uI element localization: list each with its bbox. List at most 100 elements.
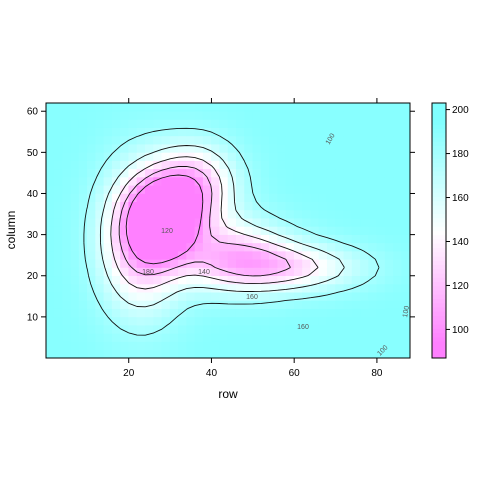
heat-cell — [153, 184, 163, 194]
heat-cell — [244, 291, 254, 301]
heat-cell — [401, 201, 410, 211]
heat-cell — [368, 324, 378, 334]
heat-cell — [310, 143, 320, 153]
heat-cell — [169, 103, 179, 112]
heat-cell — [393, 217, 403, 227]
heat-cell — [111, 201, 121, 211]
heat-cell — [128, 291, 138, 301]
heat-cell — [169, 242, 179, 252]
heat-cell — [227, 135, 237, 145]
color-key-band — [432, 103, 446, 108]
heat-cell — [128, 308, 138, 318]
heat-cell — [393, 201, 403, 211]
heat-cell — [285, 160, 295, 170]
heat-cell — [194, 341, 204, 351]
heat-cell — [360, 160, 369, 170]
heat-cell — [169, 316, 179, 326]
heat-cell — [161, 119, 171, 128]
heat-cell — [136, 258, 146, 268]
heat-cell — [111, 349, 121, 358]
heat-cell — [335, 110, 345, 120]
heat-cell — [95, 193, 105, 203]
heat-cell — [178, 127, 187, 137]
heat-cell — [78, 283, 88, 293]
heat-cell — [351, 267, 361, 277]
heat-cell — [70, 349, 80, 358]
heat-cell — [235, 201, 245, 211]
heat-cell — [351, 300, 361, 309]
heat-cell — [360, 119, 369, 128]
heat-cell — [78, 209, 88, 219]
heat-cell — [293, 341, 303, 351]
heat-cell — [103, 193, 113, 203]
heat-cell — [343, 333, 353, 342]
heat-cell — [318, 184, 328, 194]
color-key-band — [432, 200, 446, 206]
heat-cell — [111, 193, 121, 203]
heat-cell — [46, 184, 55, 194]
heat-cell — [144, 349, 154, 358]
heat-cell — [202, 333, 212, 342]
heat-cell — [111, 152, 121, 161]
heat-cell — [277, 143, 287, 153]
heat-cell — [161, 152, 171, 161]
heat-cell — [128, 110, 138, 120]
heat-cell — [318, 119, 328, 128]
heat-cell — [87, 300, 96, 309]
heat-cell — [120, 119, 130, 128]
heat-cell — [78, 300, 88, 309]
heat-cell — [53, 291, 63, 301]
heat-cell — [393, 193, 403, 203]
heat-cell — [252, 103, 262, 112]
heat-cell — [202, 341, 212, 351]
heat-cell — [70, 103, 80, 112]
heat-cell — [351, 160, 361, 170]
heat-cell — [335, 308, 345, 318]
heat-cell — [310, 242, 320, 252]
heat-cell — [169, 160, 179, 170]
heat-cell — [244, 308, 254, 318]
heat-cell — [260, 201, 270, 211]
heat-cell — [384, 250, 394, 260]
color-key-band — [432, 307, 446, 312]
heat-cell — [194, 193, 204, 203]
heat-cell — [227, 176, 237, 186]
heat-cell — [202, 316, 212, 326]
heat-cell — [244, 267, 254, 277]
heat-cell — [326, 316, 336, 326]
heat-cell — [87, 308, 96, 318]
heat-cell — [111, 341, 121, 351]
heat-cell — [219, 291, 229, 301]
heat-cell — [277, 300, 287, 309]
heat-cell — [302, 324, 312, 334]
heat-cell — [326, 275, 336, 285]
heat-cell — [260, 152, 270, 161]
heat-cell — [376, 316, 386, 326]
heat-cell — [70, 242, 80, 252]
heat-cell — [78, 250, 88, 260]
heat-cell — [360, 267, 369, 277]
heat-cell — [351, 135, 361, 145]
color-key-band — [432, 315, 446, 321]
heat-cell — [318, 324, 328, 334]
heat-cell — [252, 275, 262, 285]
heat-cell — [95, 341, 105, 351]
heat-cell — [368, 258, 378, 268]
heat-cell — [401, 258, 410, 268]
heat-cell — [401, 283, 410, 293]
heat-cell — [87, 193, 96, 203]
heat-cell — [384, 110, 394, 120]
heat-cell — [285, 291, 295, 301]
heat-cell — [202, 168, 212, 178]
heat-cell — [235, 267, 245, 277]
heat-cell — [244, 341, 254, 351]
heat-cell — [120, 267, 130, 277]
heat-cell — [260, 333, 270, 342]
heat-cell — [186, 349, 196, 358]
color-key-band — [432, 294, 446, 299]
heat-cell — [269, 217, 278, 227]
heat-cell — [310, 316, 320, 326]
heat-cell — [78, 217, 88, 227]
heat-cell — [70, 308, 80, 318]
heat-cell — [194, 201, 204, 211]
